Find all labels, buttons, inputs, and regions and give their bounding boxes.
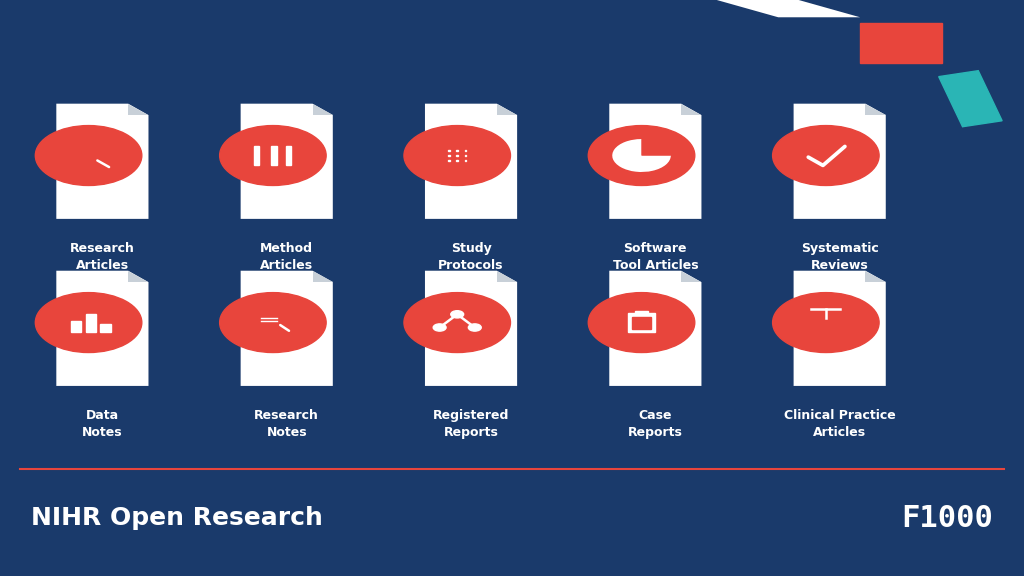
Bar <box>457 160 458 161</box>
Text: Method
Articles: Method Articles <box>260 242 313 272</box>
Wedge shape <box>641 139 671 156</box>
Circle shape <box>403 293 510 353</box>
Bar <box>629 313 654 332</box>
Polygon shape <box>56 271 148 386</box>
Bar <box>447 160 450 161</box>
Polygon shape <box>241 104 333 219</box>
Polygon shape <box>425 104 517 219</box>
Bar <box>100 324 111 332</box>
Circle shape <box>36 293 141 353</box>
Bar <box>71 321 81 332</box>
Polygon shape <box>717 0 860 17</box>
Bar <box>86 314 96 332</box>
Text: Case
Reports: Case Reports <box>628 409 683 439</box>
Circle shape <box>772 293 879 353</box>
Circle shape <box>36 126 141 185</box>
Circle shape <box>772 126 879 185</box>
Circle shape <box>451 310 464 318</box>
Bar <box>635 311 648 314</box>
Polygon shape <box>865 104 886 115</box>
Polygon shape <box>425 271 517 386</box>
Text: Clinical Practice
Articles: Clinical Practice Articles <box>783 409 896 439</box>
Polygon shape <box>128 271 148 282</box>
Text: Data
Notes: Data Notes <box>82 409 123 439</box>
Bar <box>465 160 467 161</box>
Bar <box>457 150 458 151</box>
Polygon shape <box>794 104 886 219</box>
Circle shape <box>220 293 326 353</box>
Polygon shape <box>681 104 701 115</box>
Text: Registered
Reports: Registered Reports <box>433 409 509 439</box>
Wedge shape <box>612 139 671 172</box>
Bar <box>465 155 467 156</box>
Polygon shape <box>497 271 517 282</box>
Bar <box>860 23 942 63</box>
Bar <box>447 150 450 151</box>
Bar <box>632 317 651 329</box>
Text: Study
Protocols: Study Protocols <box>438 242 504 272</box>
Polygon shape <box>609 104 701 219</box>
Circle shape <box>403 126 510 185</box>
Polygon shape <box>609 271 701 386</box>
Text: Research
Notes: Research Notes <box>254 409 319 439</box>
Bar <box>254 146 259 165</box>
Polygon shape <box>128 104 148 115</box>
Circle shape <box>220 126 326 185</box>
Polygon shape <box>681 271 701 282</box>
Text: Systematic
Reviews: Systematic Reviews <box>801 242 879 272</box>
Text: NIHR Open Research: NIHR Open Research <box>31 506 323 530</box>
Bar <box>447 155 450 156</box>
Polygon shape <box>865 271 886 282</box>
Polygon shape <box>312 271 333 282</box>
Bar <box>457 155 458 156</box>
Polygon shape <box>497 104 517 115</box>
Bar <box>271 146 276 165</box>
Circle shape <box>468 324 481 331</box>
Circle shape <box>588 293 695 353</box>
Circle shape <box>433 324 446 331</box>
Bar <box>939 71 1002 127</box>
Bar <box>286 146 291 165</box>
Circle shape <box>588 126 695 185</box>
Bar <box>465 150 467 151</box>
Text: Software
Tool Articles: Software Tool Articles <box>612 242 698 272</box>
Polygon shape <box>56 104 148 219</box>
Text: Research
Articles: Research Articles <box>70 242 135 272</box>
Text: F1000: F1000 <box>901 504 993 533</box>
Polygon shape <box>241 271 333 386</box>
Polygon shape <box>794 271 886 386</box>
Polygon shape <box>312 104 333 115</box>
